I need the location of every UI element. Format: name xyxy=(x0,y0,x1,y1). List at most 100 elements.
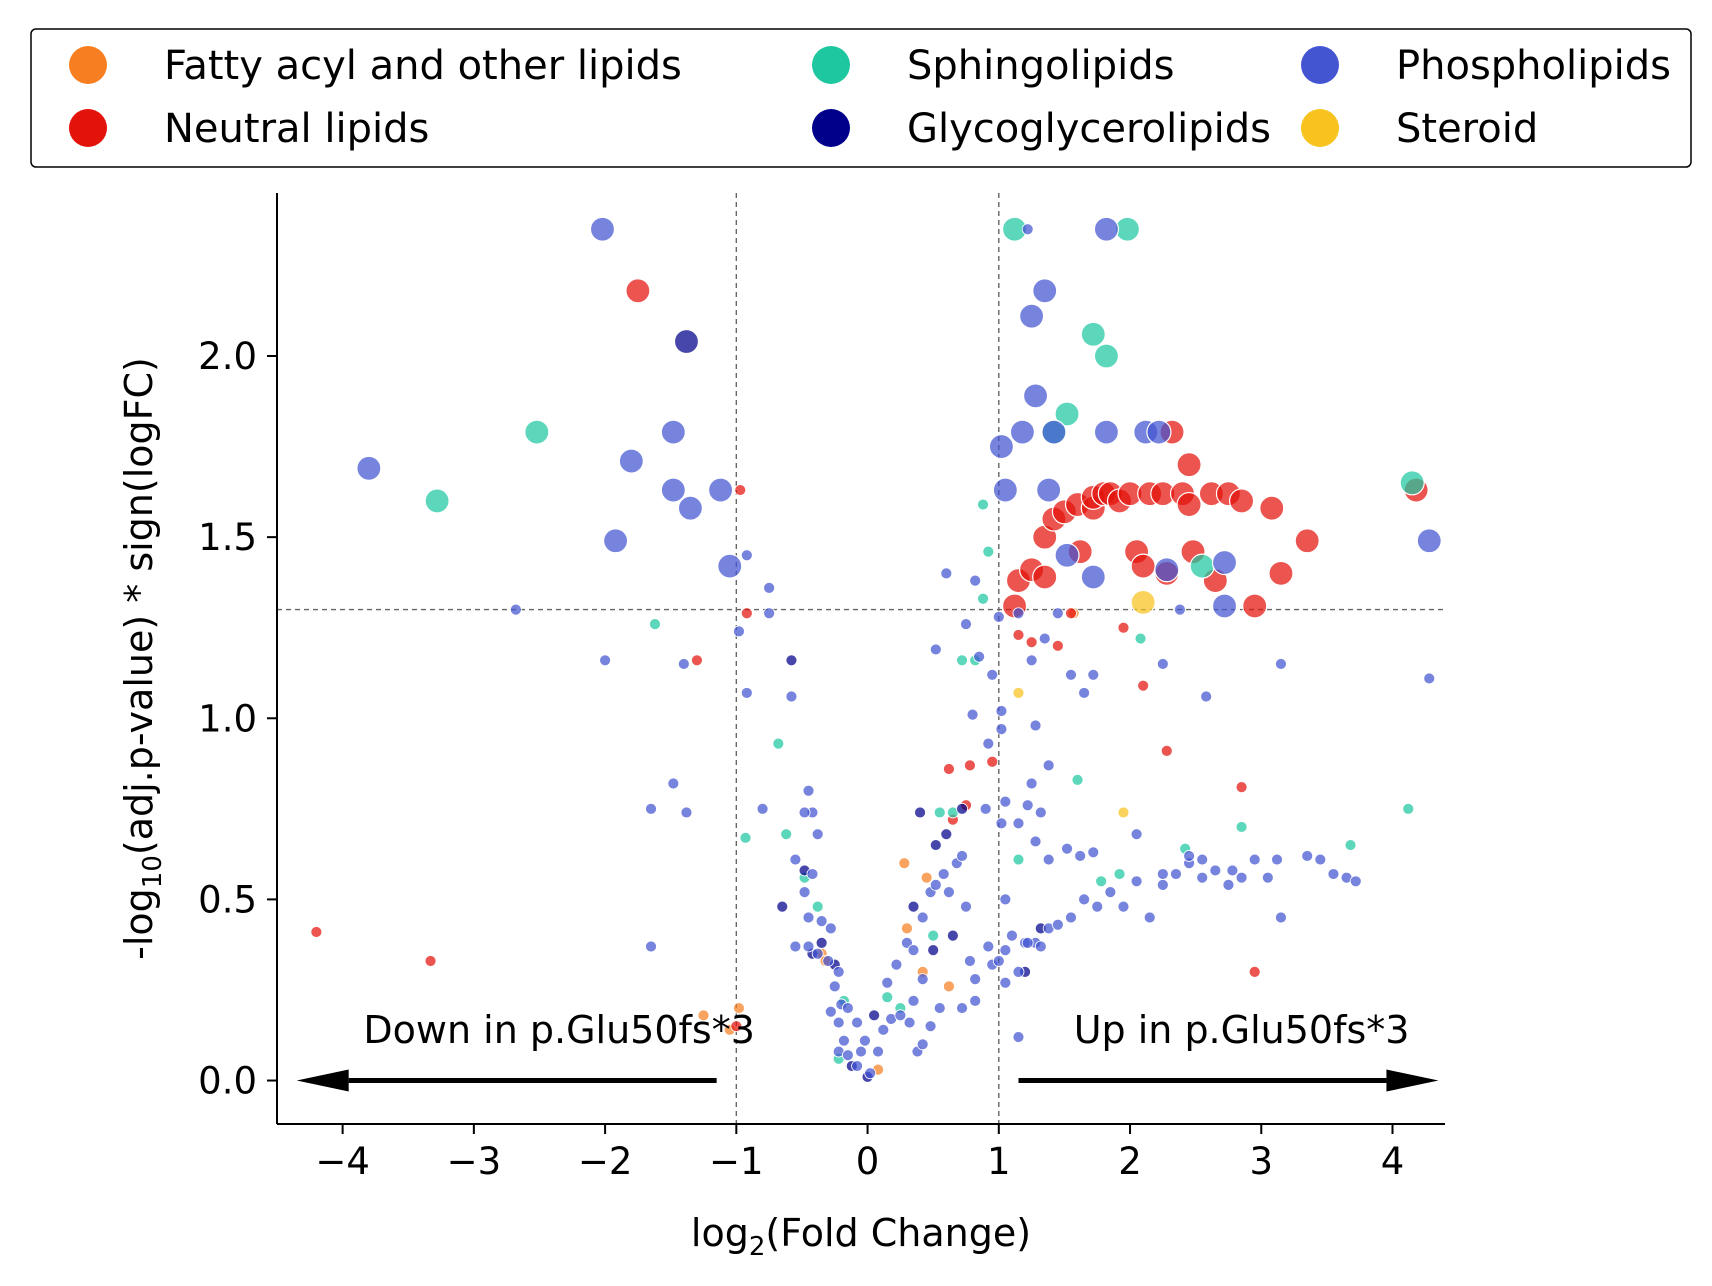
legend-label: Glycoglycerolipids xyxy=(907,106,1271,152)
data-point xyxy=(1248,853,1261,866)
data-point xyxy=(1349,875,1362,888)
series-phospholipids xyxy=(356,216,1442,1080)
legend-entry: Phospholipids xyxy=(1301,43,1671,89)
data-point xyxy=(602,528,629,554)
data-point xyxy=(927,944,940,957)
data-point xyxy=(733,1002,745,1014)
data-point xyxy=(1344,839,1357,851)
data-point xyxy=(1170,868,1182,880)
legend-marker xyxy=(1301,109,1339,147)
data-point xyxy=(877,1023,890,1036)
data-point xyxy=(1012,965,1025,978)
legend-entry: Sphingolipids xyxy=(812,43,1174,89)
legend-marker xyxy=(69,46,107,84)
data-point xyxy=(1051,918,1064,931)
data-point xyxy=(1222,879,1235,891)
up-annotation: Up in p.Glu50fs*3 xyxy=(1018,1008,1439,1092)
x-tick-label: −3 xyxy=(447,1140,502,1183)
legend-label: Sphingolipids xyxy=(907,43,1174,89)
data-point xyxy=(756,802,769,815)
legend-label: Fatty acyl and other lipids xyxy=(164,43,682,89)
legend: Fatty acyl and other lipids Neutral lipid… xyxy=(30,28,1692,168)
data-point xyxy=(943,763,955,775)
data-point xyxy=(1189,553,1215,579)
y-tick-label: 0.0 xyxy=(198,1060,257,1103)
data-point xyxy=(1209,864,1222,877)
data-point xyxy=(916,973,929,985)
data-point xyxy=(1156,658,1169,670)
data-point xyxy=(1143,911,1156,924)
data-point xyxy=(1137,679,1150,692)
data-point xyxy=(914,806,926,819)
data-point xyxy=(811,947,824,960)
data-point xyxy=(1012,1031,1025,1043)
data-point xyxy=(960,900,972,913)
data-point xyxy=(907,994,920,1007)
data-point xyxy=(901,922,913,935)
x-axis-title-post: (Fold Change) xyxy=(765,1211,1031,1255)
data-point xyxy=(988,433,1015,460)
data-point xyxy=(1051,639,1064,652)
x-tick-label: 0 xyxy=(856,1140,880,1183)
data-point xyxy=(1183,850,1195,862)
data-point xyxy=(1130,875,1143,888)
data-point xyxy=(1174,603,1186,616)
y-axis-title: -log10(adj.p-value) * sign(logFC) xyxy=(117,357,168,960)
data-point xyxy=(1271,853,1283,866)
data-point xyxy=(937,868,950,880)
data-point xyxy=(798,806,811,819)
data-point xyxy=(1235,821,1248,833)
data-point xyxy=(1021,936,1034,949)
series-steroid xyxy=(1012,589,1156,819)
data-point xyxy=(1009,419,1036,445)
data-point xyxy=(822,955,835,967)
data-point xyxy=(1065,911,1077,924)
data-point xyxy=(982,545,995,558)
data-point xyxy=(924,1020,937,1033)
data-point xyxy=(1146,419,1172,445)
data-point xyxy=(1061,842,1073,855)
data-point xyxy=(1117,806,1130,819)
data-point xyxy=(1423,672,1436,685)
data-point xyxy=(1012,817,1025,830)
data-point xyxy=(1196,871,1209,884)
data-point xyxy=(894,1009,907,1022)
data-point xyxy=(1029,835,1042,848)
data-point xyxy=(1032,278,1058,304)
data-point xyxy=(717,553,743,579)
data-point xyxy=(992,610,1005,623)
y-tick-label: 1.5 xyxy=(198,516,257,559)
data-point xyxy=(811,900,824,913)
data-point xyxy=(907,944,920,957)
data-point xyxy=(992,477,1018,503)
data-point xyxy=(1034,940,1047,953)
annotation-label: Down in p.Glu50fs*3 xyxy=(363,1008,754,1052)
data-point xyxy=(973,650,986,663)
y-axis-title-sub: 10 xyxy=(138,855,168,888)
data-point xyxy=(868,1009,881,1022)
data-point xyxy=(667,777,680,790)
data-point xyxy=(1235,781,1248,794)
legend-label: Phospholipids xyxy=(1396,43,1671,89)
data-point xyxy=(785,654,798,667)
data-point xyxy=(677,495,703,521)
data-point xyxy=(1080,321,1106,347)
data-point xyxy=(828,980,841,993)
data-point xyxy=(1176,491,1202,518)
data-point xyxy=(1087,846,1100,859)
data-point xyxy=(992,955,1005,967)
data-point xyxy=(1025,636,1038,649)
x-tick-label: −1 xyxy=(709,1140,764,1183)
data-point xyxy=(1065,607,1077,620)
series-glycoglycerolipids xyxy=(673,328,1047,1083)
data-point xyxy=(832,965,845,978)
data-point xyxy=(589,216,616,242)
data-point xyxy=(1051,607,1064,620)
data-point xyxy=(776,900,789,913)
data-point xyxy=(1259,495,1285,521)
legend-entry: Neutral lipids xyxy=(69,106,429,152)
data-point xyxy=(649,618,661,630)
data-point xyxy=(1042,759,1055,772)
data-point xyxy=(1025,654,1038,667)
